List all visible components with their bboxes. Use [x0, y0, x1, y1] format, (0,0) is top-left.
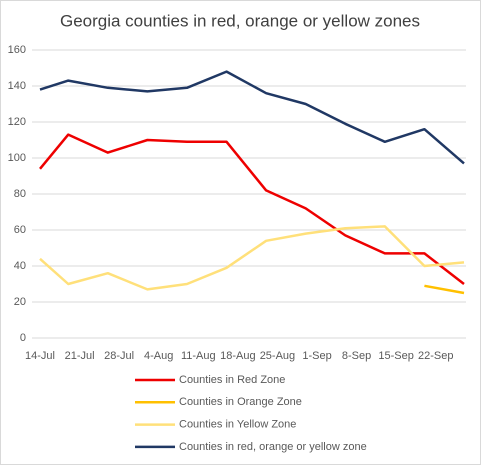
x-tick-label: 25-Aug	[260, 350, 295, 362]
legend-label: Counties in Yellow Zone	[179, 419, 296, 431]
chart-title: Georgia counties in red, orange or yello…	[60, 11, 420, 30]
x-tick-label: 21-Jul	[65, 350, 95, 362]
y-tick-label: 100	[8, 152, 26, 164]
y-tick-label: 60	[14, 224, 26, 236]
series-line	[39, 225, 465, 291]
x-tick-label: 14-Jul	[25, 350, 55, 362]
y-tick-label: 80	[14, 188, 26, 200]
x-tick-label: 4-Aug	[144, 350, 173, 362]
x-tick-label: 11-Aug	[181, 350, 216, 362]
y-tick-label: 0	[20, 332, 26, 344]
x-tick-label: 22-Sep	[418, 350, 453, 362]
y-tick-label: 120	[8, 116, 26, 128]
x-tick-label: 1-Sep	[302, 350, 331, 362]
x-tick-label: 15-Sep	[378, 350, 413, 362]
series-line	[39, 70, 465, 165]
y-tick-label: 40	[14, 260, 26, 272]
x-tick-label: 8-Sep	[342, 350, 371, 362]
x-tick-label: 18-Aug	[220, 350, 255, 362]
x-tick-label: 28-Jul	[104, 350, 134, 362]
series-line	[424, 284, 465, 295]
legend-label: Counties in Orange Zone	[179, 396, 302, 408]
series-line	[39, 133, 465, 285]
y-tick-label: 160	[8, 44, 26, 56]
legend-label: Counties in red, orange or yellow zone	[179, 441, 367, 453]
legend-label: Counties in Red Zone	[179, 374, 285, 386]
y-tick-label: 140	[8, 80, 26, 92]
y-tick-label: 20	[14, 296, 26, 308]
